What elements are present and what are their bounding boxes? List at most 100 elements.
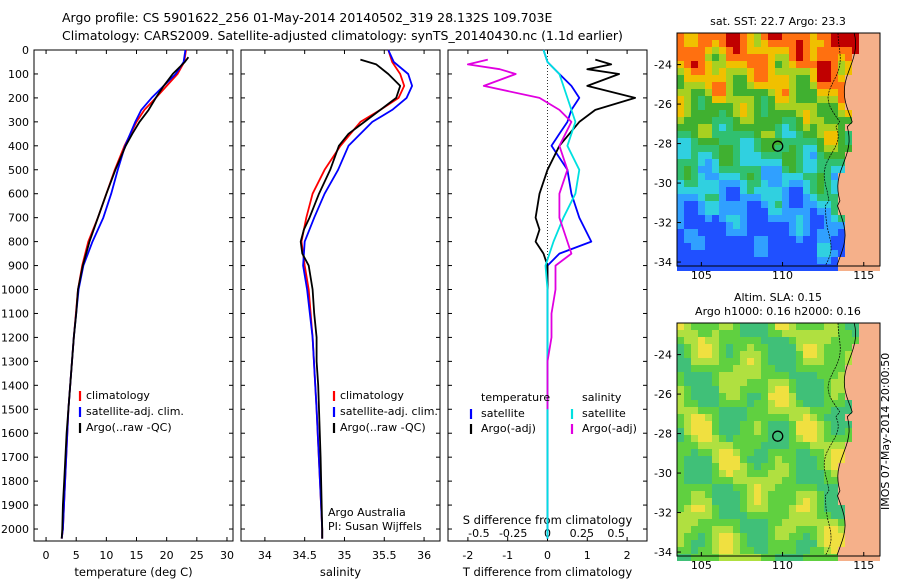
sst-map-cell: [726, 96, 733, 103]
sst-map-cell: [677, 145, 684, 152]
sst-map-cell: [726, 152, 733, 159]
sla-map-cell: [873, 344, 880, 351]
sla-map-cell: [859, 400, 866, 407]
sst-map-cell: [761, 180, 768, 187]
sst-map-cell: [789, 250, 796, 257]
sst-map-cell: [873, 194, 880, 201]
sla-map-cell: [719, 407, 726, 414]
sst-map-cell: [761, 75, 768, 82]
sst-map-cell: [866, 229, 873, 236]
sst-map-cell: [691, 201, 698, 208]
sla-map-cell: [761, 351, 768, 358]
sla-map-cell: [866, 484, 873, 491]
sst-map-cell: [733, 117, 740, 124]
sst-map-cell: [740, 159, 747, 166]
sst-map-cell: [726, 243, 733, 250]
sst-map-cell: [873, 47, 880, 54]
sla-map-cell: [782, 484, 789, 491]
sst-map-cell: [782, 96, 789, 103]
sst-map-cell: [768, 47, 775, 54]
sla-map-cell: [705, 463, 712, 470]
sla-map-cell: [845, 554, 852, 561]
sla-map-cell: [845, 470, 852, 477]
sst-map-cell: [782, 152, 789, 159]
sla-map-cell: [866, 463, 873, 470]
sla-map-cell: [775, 512, 782, 519]
sst-map-cell: [761, 215, 768, 222]
sst-map-cell: [810, 96, 817, 103]
sla-map-cell: [859, 358, 866, 365]
sst-map-cell: [775, 131, 782, 138]
sla-map-cell: [719, 442, 726, 449]
sst-map-cell: [803, 187, 810, 194]
sla-map-cell: [719, 512, 726, 519]
sst-map-cell: [824, 54, 831, 61]
sla-map-cell: [782, 393, 789, 400]
sst-map-cell: [852, 82, 859, 89]
sla-map-cell: [796, 512, 803, 519]
sla-map-cell: [838, 491, 845, 498]
sla-map-cell: [845, 484, 852, 491]
sla-map-cell: [866, 379, 873, 386]
sla-map-cell: [789, 372, 796, 379]
sst-map-cell: [782, 208, 789, 215]
map-y-tick-label: -34: [654, 256, 672, 269]
sla-map-cell: [677, 435, 684, 442]
sla-map-cell: [859, 540, 866, 547]
sst-map-cell: [873, 33, 880, 40]
sla-map-cell: [705, 358, 712, 365]
sst-map-cell: [873, 250, 880, 257]
sla-map-cell: [705, 442, 712, 449]
sla-map-cell: [747, 337, 754, 344]
sla-map-cell: [803, 435, 810, 442]
sst-map-cell: [740, 264, 747, 271]
sst-map-cell: [719, 110, 726, 117]
sst-map-cell: [831, 264, 838, 271]
sst-map-cell: [768, 257, 775, 264]
sla-map-cell: [684, 491, 691, 498]
sla-map-cell: [684, 470, 691, 477]
sst-map-cell: [824, 201, 831, 208]
sla-map-cell: [719, 456, 726, 463]
sst-map-cell: [698, 68, 705, 75]
sla-map-cell: [859, 435, 866, 442]
sla-map-cell: [726, 498, 733, 505]
sla-map-cell: [810, 533, 817, 540]
sst-map-cell: [859, 103, 866, 110]
salinity-diff-tick-label: 0.5: [607, 527, 625, 540]
sst-map-cell: [691, 264, 698, 271]
sla-map-cell: [719, 358, 726, 365]
sla-map-cell: [803, 498, 810, 505]
sst-map-cell: [824, 33, 831, 40]
sst-map-cell: [782, 54, 789, 61]
sla-map-cell: [824, 491, 831, 498]
sla-map-cell: [719, 323, 726, 330]
sla-map-cell: [705, 344, 712, 351]
sla-map-cell: [824, 414, 831, 421]
sst-map-cell: [803, 166, 810, 173]
sst-map-cell: [712, 173, 719, 180]
sst-map-cell: [761, 236, 768, 243]
sst-map-cell: [726, 33, 733, 40]
sla-map-cell: [726, 435, 733, 442]
sla-map-cell: [796, 400, 803, 407]
sst-map-cell: [873, 243, 880, 250]
sla-map-cell: [705, 330, 712, 337]
sst-map-cell: [859, 208, 866, 215]
sst-map-cell: [817, 250, 824, 257]
sla-map-cell: [733, 337, 740, 344]
sla-map-cell: [838, 421, 845, 428]
sla-map-cell: [789, 498, 796, 505]
sla-map-cell: [684, 407, 691, 414]
sst-map-cell: [859, 68, 866, 75]
sst-map-cell: [817, 124, 824, 131]
sla-map-cell: [768, 547, 775, 554]
sla-map-cell: [782, 323, 789, 330]
sla-map-cell: [761, 372, 768, 379]
sla-map-cell: [684, 484, 691, 491]
sst-map-cell: [726, 103, 733, 110]
sst-map-cell: [719, 250, 726, 257]
legend-title-temperature: temperature: [481, 391, 550, 404]
sst-map-cell: [796, 173, 803, 180]
sla-map-cell: [866, 358, 873, 365]
